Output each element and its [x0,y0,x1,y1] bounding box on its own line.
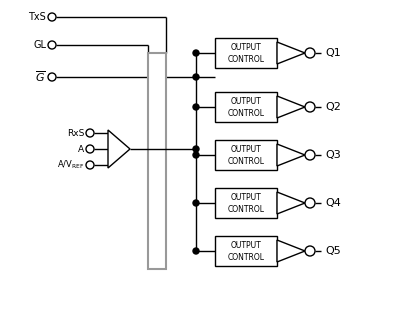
Text: CONTROL: CONTROL [228,55,265,63]
Circle shape [86,145,94,153]
Circle shape [48,13,56,21]
Text: Q5: Q5 [325,246,341,256]
Circle shape [86,161,94,169]
Text: CONTROL: CONTROL [228,157,265,165]
Text: $\overline{G}$: $\overline{G}$ [35,70,46,84]
Text: Q3: Q3 [325,150,341,160]
Text: CONTROL: CONTROL [228,204,265,214]
Text: A/V$_{\rm REF}$: A/V$_{\rm REF}$ [57,159,84,171]
Circle shape [193,248,199,254]
Bar [215,188,277,218]
Bar [215,140,277,170]
Text: GL: GL [33,40,46,50]
Polygon shape [277,42,305,64]
Circle shape [305,198,315,208]
Text: A: A [78,145,84,153]
Circle shape [193,200,199,206]
Bar [215,92,277,122]
Text: TxS: TxS [28,12,46,22]
Bar [148,53,166,269]
Text: OUTPUT: OUTPUT [231,146,261,154]
Text: OUTPUT: OUTPUT [231,98,261,107]
Bar [215,38,277,68]
Polygon shape [277,96,305,118]
Bar [215,236,277,266]
Circle shape [305,150,315,160]
Text: OUTPUT: OUTPUT [231,193,261,202]
Text: Q2: Q2 [325,102,341,112]
Circle shape [305,48,315,58]
Circle shape [48,41,56,49]
Text: CONTROL: CONTROL [228,109,265,118]
Circle shape [305,246,315,256]
Circle shape [193,146,199,152]
Circle shape [48,73,56,81]
Circle shape [193,152,199,158]
Polygon shape [277,192,305,214]
Circle shape [86,129,94,137]
Text: RxS: RxS [67,128,84,137]
Text: OUTPUT: OUTPUT [231,44,261,53]
Polygon shape [277,240,305,262]
Circle shape [193,74,199,80]
Polygon shape [277,144,305,166]
Circle shape [193,104,199,110]
Circle shape [305,102,315,112]
Text: Q4: Q4 [325,198,341,208]
Text: OUTPUT: OUTPUT [231,241,261,251]
Circle shape [193,50,199,56]
Polygon shape [108,130,130,168]
Text: CONTROL: CONTROL [228,253,265,262]
Text: Q1: Q1 [325,48,341,58]
